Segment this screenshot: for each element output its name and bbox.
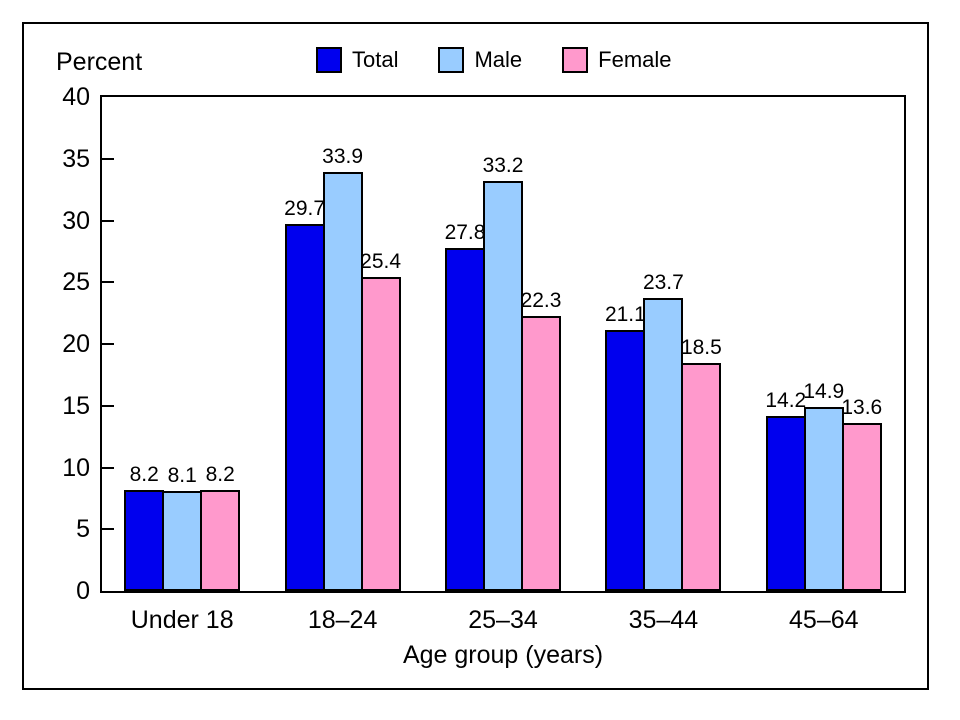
y-tick-label: 5 (76, 515, 90, 544)
bar-male (483, 181, 523, 591)
y-tick-mark (102, 281, 114, 284)
bar-group-2-male: 33.2 (483, 97, 523, 591)
bar-value-label: 33.2 (482, 154, 524, 177)
bar-group-0-total: 8.2 (124, 97, 165, 591)
bar-group-1-female: 25.4 (360, 97, 402, 591)
y-tick-mark (102, 466, 114, 469)
bar-female (521, 316, 561, 591)
bar-total (445, 248, 485, 591)
bar-group-1-male: 33.9 (322, 97, 364, 591)
bar-value-label: 21.1 (604, 303, 646, 326)
bar-group-3-male: 23.7 (642, 97, 684, 591)
bar-group-1-total: 29.7 (284, 97, 326, 591)
plot-area: 8.2 8.1 8.2 29.7 33.9 25.4 27.8 33.2 22.3 21.1 23.… (100, 95, 906, 593)
legend-swatch-female (562, 47, 589, 73)
bar-total (124, 490, 165, 591)
y-tick-label: 20 (62, 330, 90, 358)
y-tick-label: 15 (62, 391, 90, 420)
bar-female (841, 423, 882, 591)
legend-label: Female (598, 47, 672, 72)
bar-value-label: 14.2 (765, 389, 807, 412)
y-tick-mark (102, 404, 114, 407)
bar-group-4-male: 14.9 (803, 97, 845, 591)
y-tick-label: 35 (62, 144, 90, 173)
bar-group-2-total: 27.8 (445, 97, 485, 591)
bar-group-4-female: 13.6 (841, 97, 883, 591)
x-axis-title: Age group (years) (402, 641, 604, 669)
bar-value-label: 22.3 (520, 289, 562, 312)
legend-item-total: Total (316, 47, 398, 73)
y-tick-mark (102, 343, 114, 345)
y-tick-label: 25 (62, 268, 90, 297)
bar-female (200, 490, 241, 591)
bar-total (765, 416, 806, 591)
bar-value-label: 27.8 (444, 221, 486, 244)
bar-value-label: 29.7 (284, 197, 326, 220)
legend-swatch-total (316, 47, 342, 73)
bar-value-label: 18.5 (680, 336, 722, 359)
legend-item-female: Female (562, 47, 672, 73)
y-tick-label: 0 (76, 577, 90, 605)
bar-total (605, 330, 646, 591)
bar-value-label: 8.1 (167, 464, 197, 487)
bar-group-0-male: 8.1 (162, 97, 203, 591)
x-tick-label: 45–64 (789, 606, 859, 634)
y-axis-unit-label: Percent (56, 48, 143, 76)
legend-item-male: Male (438, 47, 522, 73)
y-tick-mark (102, 157, 114, 160)
x-tick-label: Under 18 (130, 606, 234, 634)
bar-value-label: 14.9 (803, 380, 845, 403)
bar-male (322, 172, 363, 591)
y-tick-mark (102, 219, 114, 222)
x-tick-label: 18–24 (307, 606, 378, 634)
y-tick-mark (102, 528, 114, 531)
bar-group-3-female: 18.5 (680, 97, 722, 591)
legend: Total Male Female (316, 47, 672, 73)
bar-female (360, 277, 401, 591)
bar-value-label: 13.6 (841, 396, 883, 419)
legend-label: Male (474, 47, 523, 72)
bar-value-label: 8.2 (205, 463, 235, 486)
bar-male (803, 407, 844, 591)
figure-frame (22, 22, 929, 690)
y-tick-label: 10 (62, 453, 90, 482)
legend-label: Total (352, 47, 399, 72)
legend-swatch-male (438, 47, 465, 73)
bar-value-label: 8.2 (129, 463, 159, 486)
bar-group-2-female: 22.3 (521, 97, 561, 591)
bar-value-label: 23.7 (642, 271, 684, 294)
x-tick-label: 25–34 (468, 606, 538, 634)
y-tick-label: 30 (62, 206, 90, 235)
bar-male (643, 298, 684, 591)
bar-group-4-total: 14.2 (765, 97, 807, 591)
bar-total (284, 224, 325, 591)
x-tick-label: 35–44 (628, 606, 699, 634)
bar-group-0-female: 8.2 (200, 97, 241, 591)
bar-female (681, 363, 722, 591)
bar-group-3-total: 21.1 (604, 97, 646, 591)
bar-male (162, 491, 203, 591)
bar-value-label: 33.9 (322, 145, 364, 168)
bar-value-label: 25.4 (360, 250, 402, 273)
y-tick-label: 40 (62, 83, 90, 111)
